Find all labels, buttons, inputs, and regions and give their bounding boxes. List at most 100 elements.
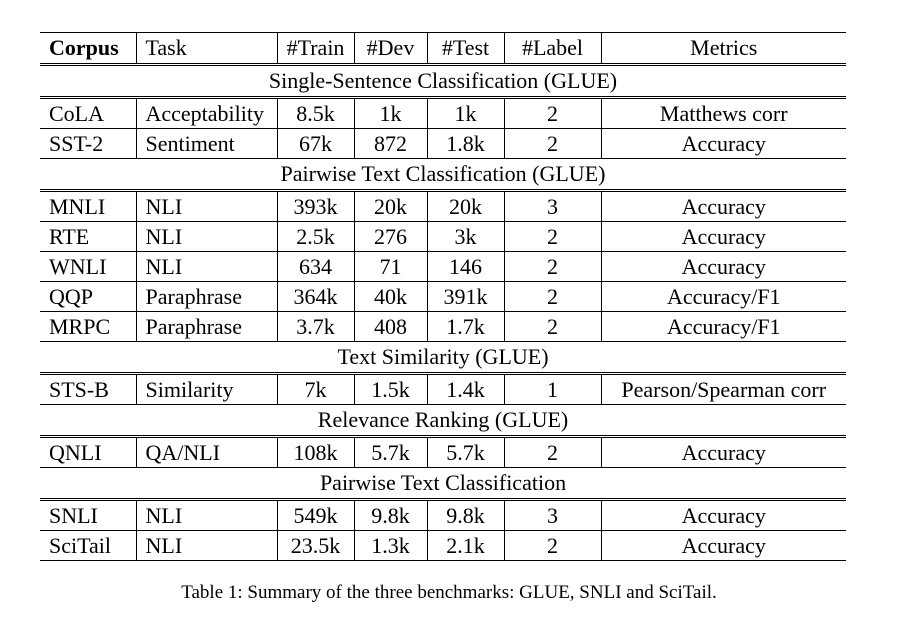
- dev-cell: 1.5k: [354, 373, 428, 405]
- label-cell: 2: [504, 530, 602, 561]
- metrics-cell: Accuracy: [601, 221, 846, 252]
- dev-cell: 9.8k: [354, 499, 428, 531]
- table-caption: Table 1: Summary of the three benchmarks…: [181, 582, 717, 603]
- metrics-cell: Accuracy: [601, 128, 846, 159]
- section-title: Text Similarity (GLUE): [40, 341, 846, 375]
- corpus-cell: QQP: [40, 281, 137, 312]
- header-label: #Label: [504, 32, 602, 66]
- metrics-cell: Matthews corr: [601, 97, 846, 129]
- table-row: STS-B Similarity 7k 1.5k 1.4k 1 Pearson/Spearm…: [40, 373, 846, 405]
- train-cell: 67k: [277, 128, 355, 159]
- header-test: #Test: [427, 32, 505, 66]
- dev-cell: 276: [354, 221, 428, 252]
- metrics-cell: Accuracy/F1: [601, 311, 846, 342]
- corpus-cell: MRPC: [40, 311, 137, 342]
- label-cell: 3: [504, 190, 602, 222]
- metrics-cell: Accuracy: [601, 499, 846, 531]
- table-row: MNLI NLI 393k 20k 20k 3 Accuracy: [40, 190, 846, 222]
- metrics-cell: Pearson/Spearman corr: [601, 373, 846, 405]
- section-header-row: Single-Sentence Classification (GLUE): [40, 64, 846, 99]
- table-row: SciTail NLI 23.5k 1.3k 2.1k 2 Accuracy: [40, 530, 846, 561]
- corpus-cell: MNLI: [40, 190, 137, 222]
- task-cell: NLI: [136, 251, 278, 282]
- train-cell: 3.7k: [277, 311, 355, 342]
- train-cell: 634: [277, 251, 355, 282]
- metrics-cell: Accuracy: [601, 436, 846, 468]
- corpus-cell: RTE: [40, 221, 137, 252]
- label-cell: 2: [504, 311, 602, 342]
- section-header-row: Relevance Ranking (GLUE): [40, 404, 846, 438]
- table-body: Single-Sentence Classification (GLUE) CoL…: [40, 64, 846, 561]
- label-cell: 1: [504, 373, 602, 405]
- task-cell: NLI: [136, 190, 278, 222]
- section-header-row: Pairwise Text Classification (GLUE): [40, 158, 846, 192]
- train-cell: 108k: [277, 436, 355, 468]
- label-cell: 2: [504, 128, 602, 159]
- section-header-row: Pairwise Text Classification: [40, 467, 846, 501]
- task-cell: Acceptability: [136, 97, 278, 129]
- header-metrics: Metrics: [601, 32, 846, 66]
- label-cell: 2: [504, 251, 602, 282]
- section-title: Pairwise Text Classification: [40, 467, 846, 501]
- corpus-cell: SST-2: [40, 128, 137, 159]
- table-row: MRPC Paraphrase 3.7k 408 1.7k 2 Accuracy/F1: [40, 311, 846, 342]
- table-row: SST-2 Sentiment 67k 872 1.8k 2 Accuracy: [40, 128, 846, 159]
- test-cell: 1k: [427, 97, 505, 129]
- dev-cell: 40k: [354, 281, 428, 312]
- table-row: RTE NLI 2.5k 276 3k 2 Accuracy: [40, 221, 846, 252]
- test-cell: 391k: [427, 281, 505, 312]
- train-cell: 364k: [277, 281, 355, 312]
- metrics-cell: Accuracy: [601, 190, 846, 222]
- test-cell: 1.4k: [427, 373, 505, 405]
- test-cell: 2.1k: [427, 530, 505, 561]
- table-row: QQP Paraphrase 364k 40k 391k 2 Accuracy/F1: [40, 281, 846, 312]
- dev-cell: 1.3k: [354, 530, 428, 561]
- task-cell: Sentiment: [136, 128, 278, 159]
- metrics-cell: Accuracy/F1: [601, 281, 846, 312]
- label-cell: 2: [504, 436, 602, 468]
- label-cell: 2: [504, 281, 602, 312]
- header-corpus: Corpus: [40, 32, 137, 66]
- corpus-cell: STS-B: [40, 373, 137, 405]
- test-cell: 20k: [427, 190, 505, 222]
- section-title: Pairwise Text Classification (GLUE): [40, 158, 846, 192]
- table-header-row: Corpus Task #Train #Dev #Test #Label Met…: [40, 32, 846, 66]
- corpus-cell: SNLI: [40, 499, 137, 531]
- label-cell: 2: [504, 97, 602, 129]
- table-row: WNLI NLI 634 71 146 2 Accuracy: [40, 251, 846, 282]
- header-task: Task: [136, 32, 278, 66]
- test-cell: 9.8k: [427, 499, 505, 531]
- corpus-cell: QNLI: [40, 436, 137, 468]
- corpus-cell: SciTail: [40, 530, 137, 561]
- train-cell: 2.5k: [277, 221, 355, 252]
- task-cell: NLI: [136, 530, 278, 561]
- metrics-cell: Accuracy: [601, 251, 846, 282]
- corpus-cell: WNLI: [40, 251, 137, 282]
- section-title: Relevance Ranking (GLUE): [40, 404, 846, 438]
- task-cell: Similarity: [136, 373, 278, 405]
- dev-cell: 5.7k: [354, 436, 428, 468]
- label-cell: 3: [504, 499, 602, 531]
- train-cell: 23.5k: [277, 530, 355, 561]
- header-dev: #Dev: [354, 32, 428, 66]
- task-cell: NLI: [136, 221, 278, 252]
- dev-cell: 71: [354, 251, 428, 282]
- train-cell: 393k: [277, 190, 355, 222]
- task-cell: Paraphrase: [136, 311, 278, 342]
- dev-cell: 408: [354, 311, 428, 342]
- test-cell: 5.7k: [427, 436, 505, 468]
- header-train: #Train: [277, 32, 355, 66]
- train-cell: 7k: [277, 373, 355, 405]
- label-cell: 2: [504, 221, 602, 252]
- test-cell: 1.8k: [427, 128, 505, 159]
- table-row: SNLI NLI 549k 9.8k 9.8k 3 Accuracy: [40, 499, 846, 531]
- section-title: Single-Sentence Classification (GLUE): [40, 64, 846, 99]
- dev-cell: 872: [354, 128, 428, 159]
- test-cell: 3k: [427, 221, 505, 252]
- table-row: QNLI QA/NLI 108k 5.7k 5.7k 2 Accuracy: [40, 436, 846, 468]
- benchmark-summary-table: Corpus Task #Train #Dev #Test #Label Met…: [40, 32, 846, 561]
- test-cell: 146: [427, 251, 505, 282]
- train-cell: 549k: [277, 499, 355, 531]
- table-row: CoLA Acceptability 8.5k 1k 1k 2 Matthews corr: [40, 97, 846, 129]
- task-cell: QA/NLI: [136, 436, 278, 468]
